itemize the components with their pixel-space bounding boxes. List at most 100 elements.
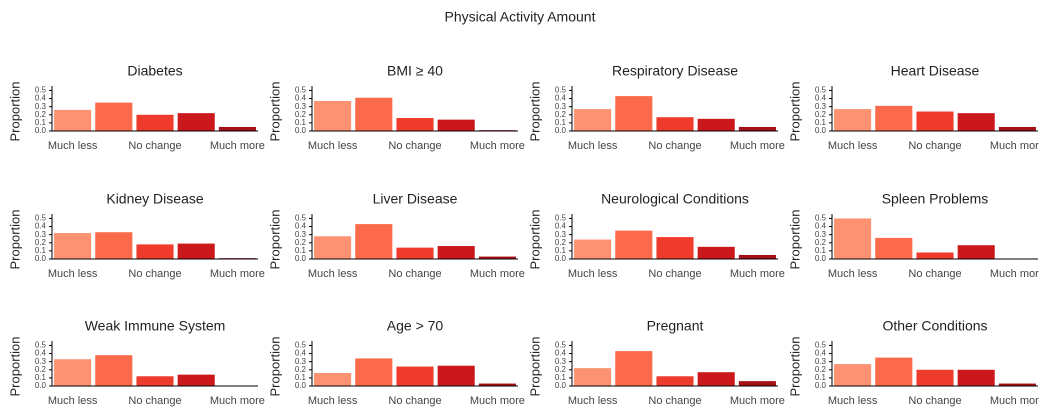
bar xyxy=(834,364,872,386)
y-tick-label: 0.3 xyxy=(555,357,567,366)
x-tick-label: Much more xyxy=(990,140,1039,152)
x-tick-label: Much more xyxy=(470,268,525,280)
panel: Liver Disease Proportion 0.00.10.20.30.40.… xyxy=(267,191,524,280)
x-tick-label: No change xyxy=(128,140,181,152)
y-tick-label: 0.5 xyxy=(555,86,567,95)
bar xyxy=(916,369,954,386)
bar xyxy=(95,355,133,386)
y-tick-label: 0.4 xyxy=(555,94,567,103)
y-tick-label: 0.0 xyxy=(295,254,307,263)
bar xyxy=(656,117,694,131)
bar xyxy=(396,366,434,386)
y-tick-label: 0.4 xyxy=(815,94,827,103)
y-tick-label: 0.2 xyxy=(295,365,307,374)
y-axis-label: Proportion xyxy=(787,210,802,270)
panel-title: Other Conditions xyxy=(882,318,987,334)
y-tick-label: 0.1 xyxy=(295,246,307,255)
bar xyxy=(54,233,92,259)
panel-title: Heart Disease xyxy=(891,63,980,79)
bar xyxy=(478,256,516,259)
x-tick-label: Much less xyxy=(568,395,618,407)
y-tick-label: 0.4 xyxy=(35,349,47,358)
y-tick-label: 0.0 xyxy=(815,254,827,263)
bar xyxy=(738,254,776,259)
bar xyxy=(834,109,872,131)
y-tick-label: 0.0 xyxy=(295,126,307,135)
x-tick-label: Much more xyxy=(730,268,785,280)
bar xyxy=(396,118,434,131)
x-tick-label: No change xyxy=(648,140,701,152)
x-tick-label: Much more xyxy=(210,395,265,407)
x-tick-label: No change xyxy=(388,395,441,407)
y-tick-label: 0.1 xyxy=(555,373,567,382)
panel-title: Pregnant xyxy=(647,318,704,334)
y-tick-label: 0.2 xyxy=(35,365,47,374)
bar xyxy=(957,113,995,131)
y-tick-label: 0.0 xyxy=(815,381,827,390)
x-tick-label: Much more xyxy=(470,395,525,407)
y-tick-label: 0.1 xyxy=(815,373,827,382)
bar xyxy=(957,369,995,386)
x-tick-label: No change xyxy=(908,140,961,152)
y-tick-label: 0.3 xyxy=(815,230,827,239)
bar xyxy=(136,114,174,131)
y-tick-label: 0.0 xyxy=(555,126,567,135)
y-tick-label: 0.0 xyxy=(555,254,567,263)
x-tick-label: No change xyxy=(908,395,961,407)
y-tick-label: 0.5 xyxy=(555,341,567,350)
bar xyxy=(314,236,352,259)
y-tick-label: 0.4 xyxy=(295,349,307,358)
y-tick-label: 0.4 xyxy=(555,222,567,231)
panel-title: Age > 70 xyxy=(387,318,444,334)
y-tick-label: 0.3 xyxy=(815,357,827,366)
y-tick-label: 0.0 xyxy=(35,126,47,135)
x-tick-label: Much more xyxy=(210,268,265,280)
bar xyxy=(615,96,653,131)
y-tick-label: 0.1 xyxy=(555,246,567,255)
y-tick-label: 0.0 xyxy=(295,381,307,390)
x-tick-label: Much more xyxy=(990,268,1039,280)
bar xyxy=(218,126,256,131)
y-tick-label: 0.2 xyxy=(35,110,47,119)
y-tick-label: 0.4 xyxy=(555,349,567,358)
bar xyxy=(656,237,694,259)
bar xyxy=(437,246,475,259)
y-axis-label: Proportion xyxy=(527,82,542,142)
y-tick-label: 0.4 xyxy=(35,94,47,103)
y-tick-label: 0.4 xyxy=(295,222,307,231)
x-tick-label: No change xyxy=(128,395,181,407)
bar xyxy=(615,230,653,259)
x-tick-label: Much less xyxy=(828,140,878,152)
x-tick-label: Much less xyxy=(48,268,98,280)
bar xyxy=(54,109,92,131)
bar xyxy=(574,109,612,131)
x-tick-label: Much less xyxy=(308,395,358,407)
bar xyxy=(177,374,215,386)
bar xyxy=(697,372,735,386)
bar xyxy=(355,358,393,386)
y-axis-label: Proportion xyxy=(787,337,802,397)
bar xyxy=(875,105,913,131)
y-tick-label: 0.2 xyxy=(815,238,827,247)
y-tick-label: 0.1 xyxy=(295,373,307,382)
bar xyxy=(136,244,174,259)
y-tick-label: 0.5 xyxy=(815,214,827,223)
y-tick-label: 0.5 xyxy=(295,214,307,223)
panel: Heart Disease Proportion 0.00.10.20.30.40.… xyxy=(787,63,1039,152)
y-tick-label: 0.1 xyxy=(35,118,47,127)
bar xyxy=(998,126,1036,131)
y-tick-label: 0.0 xyxy=(35,254,47,263)
x-tick-label: Much more xyxy=(730,140,785,152)
y-axis-label: Proportion xyxy=(527,337,542,397)
x-tick-label: Much more xyxy=(470,140,525,152)
panel: Pregnant Proportion 0.00.10.20.30.40.5 Much… xyxy=(527,318,784,407)
bar xyxy=(738,126,776,131)
x-tick-label: Much less xyxy=(308,268,358,280)
bar xyxy=(615,351,653,386)
panel: Age > 70 Proportion 0.00.10.20.30.40.5 Much… xyxy=(267,318,524,407)
y-tick-label: 0.3 xyxy=(35,230,47,239)
x-tick-label: No change xyxy=(388,268,441,280)
y-tick-label: 0.1 xyxy=(35,246,47,255)
